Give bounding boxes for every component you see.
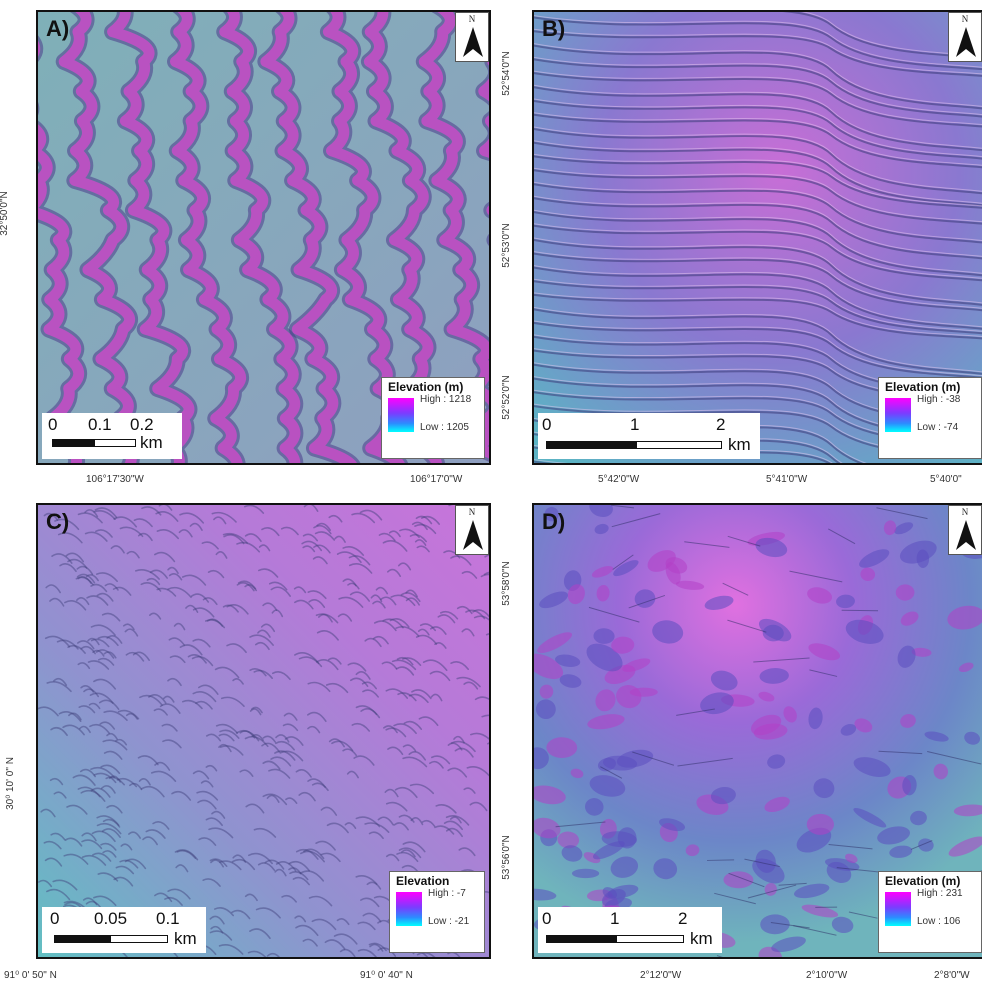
legend-swatch [885,398,911,432]
x-tick-c-2: 91⁰ 0' 40" N [360,970,413,981]
legend-low: Low : -74 [917,422,959,433]
scale-tick-1: 0.1 [88,415,112,434]
scale-tick-2: 0.1 [156,909,180,928]
scale-bar-black [546,441,636,449]
terrain-image-a [38,12,489,463]
x-tick-a-1: 106°17'30"W [86,474,144,485]
scale-bar-black [52,439,94,447]
x-tick-c-1: 91⁰ 0' 50" N [4,970,57,981]
scale-tick-0: 0 [542,415,552,434]
x-tick-b-3: 5°40'0" [930,474,962,485]
legend-high: High : -38 [917,394,961,405]
legend-swatch [388,398,414,432]
y-tick-d-1: 53°58'0"N [500,561,512,606]
north-letter: N [961,14,969,24]
scale-bar-white [636,441,722,449]
map-panel-d: D) N 0 1 2 km Elevation (m) High : 231 L… [532,503,982,959]
y-tick-c-1: 30⁰ 10' 0" N [4,757,16,810]
north-arrow-a: N [455,12,489,62]
map-panel-c: C) N 0 0.05 0.1 km Elevation High : -7 L… [36,503,491,959]
x-tick-d-3: 2°8'0"W [934,970,970,981]
scale-bar-a: 0 0.1 0.2 km [42,413,182,459]
scale-tick-0: 0 [48,415,58,434]
scale-unit: km [728,435,751,454]
north-arrow-icon [956,27,976,57]
x-tick-d-2: 2°10'0"W [806,970,848,981]
legend-title: Elevation [396,874,450,888]
x-tick-b-2: 5°41'0"W [766,474,808,485]
legend-title: Elevation (m) [885,874,961,888]
terrain-image-c [38,505,489,957]
scale-tick-2: 2 [678,909,688,928]
north-arrow-icon [956,520,976,550]
legend-high: High : 1218 [420,394,472,405]
y-tick-b-3: 52°52'0"N [500,375,512,420]
legend-swatch [396,892,422,926]
scale-unit: km [174,929,197,948]
north-letter: N [468,507,476,517]
elevation-legend-d: Elevation (m) High : 231 Low : 106 [878,871,982,953]
legend-low: Low : 1205 [420,422,469,433]
north-letter: N [468,14,476,24]
north-arrow-icon [463,27,483,57]
north-arrow-d: N [948,505,982,555]
y-tick-a-1: 32°50'0"N [0,191,10,236]
north-arrow-b: N [948,12,982,62]
scale-bar-d: 0 1 2 km [538,907,722,953]
x-tick-b-1: 5°42'0"W [598,474,640,485]
scale-bar-black [546,935,616,943]
legend-title: Elevation (m) [388,380,464,394]
map-panel-a: A) N 0 0.1 0.2 km Elevation (m) High : 1… [36,10,491,465]
scale-bar-white [94,439,136,447]
legend-swatch [885,892,911,926]
scale-tick-0: 0 [542,909,552,928]
scale-unit: km [690,929,713,948]
scale-bar-white [616,935,684,943]
y-tick-b-1: 52°54'0"N [500,51,512,96]
y-tick-d-2: 53°56'0"N [500,835,512,880]
scale-tick-1: 1 [610,909,620,928]
elevation-legend-b: Elevation (m) High : -38 Low : -74 [878,377,982,459]
panel-label-a: A) [46,16,70,41]
scale-tick-2: 0.2 [130,415,154,434]
elevation-legend-a: Elevation (m) High : 1218 Low : 1205 [381,377,485,459]
scale-bar-black [54,935,110,943]
scale-tick-1: 0.05 [94,909,128,928]
legend-high: High : -7 [428,888,466,899]
north-arrow-c: N [455,505,489,555]
panel-label-c: C) [46,509,70,534]
scale-bar-b: 0 1 2 km [538,413,760,459]
north-arrow-icon [463,520,483,550]
legend-low: Low : 106 [917,916,961,927]
x-tick-d-1: 2°12'0"W [640,970,682,981]
scale-bar-c: 0 0.05 0.1 km [42,907,206,953]
scale-tick-1: 1 [630,415,640,434]
north-letter: N [961,507,969,517]
elevation-legend-c: Elevation High : -7 Low : -21 [389,871,485,953]
panel-label-d: D) [542,509,566,534]
panel-label-b: B) [542,16,566,41]
scale-tick-0: 0 [50,909,60,928]
scale-tick-2: 2 [716,415,726,434]
legend-title: Elevation (m) [885,380,961,394]
legend-low: Low : -21 [428,916,470,927]
scale-unit: km [140,433,163,452]
scale-bar-white [110,935,168,943]
legend-high: High : 231 [917,888,963,899]
y-tick-b-2: 52°53'0"N [500,223,512,268]
map-panel-b: B) N 0 1 2 km Elevation (m) High : -38 L… [532,10,982,465]
x-tick-a-2: 106°17'0"W [410,474,463,485]
